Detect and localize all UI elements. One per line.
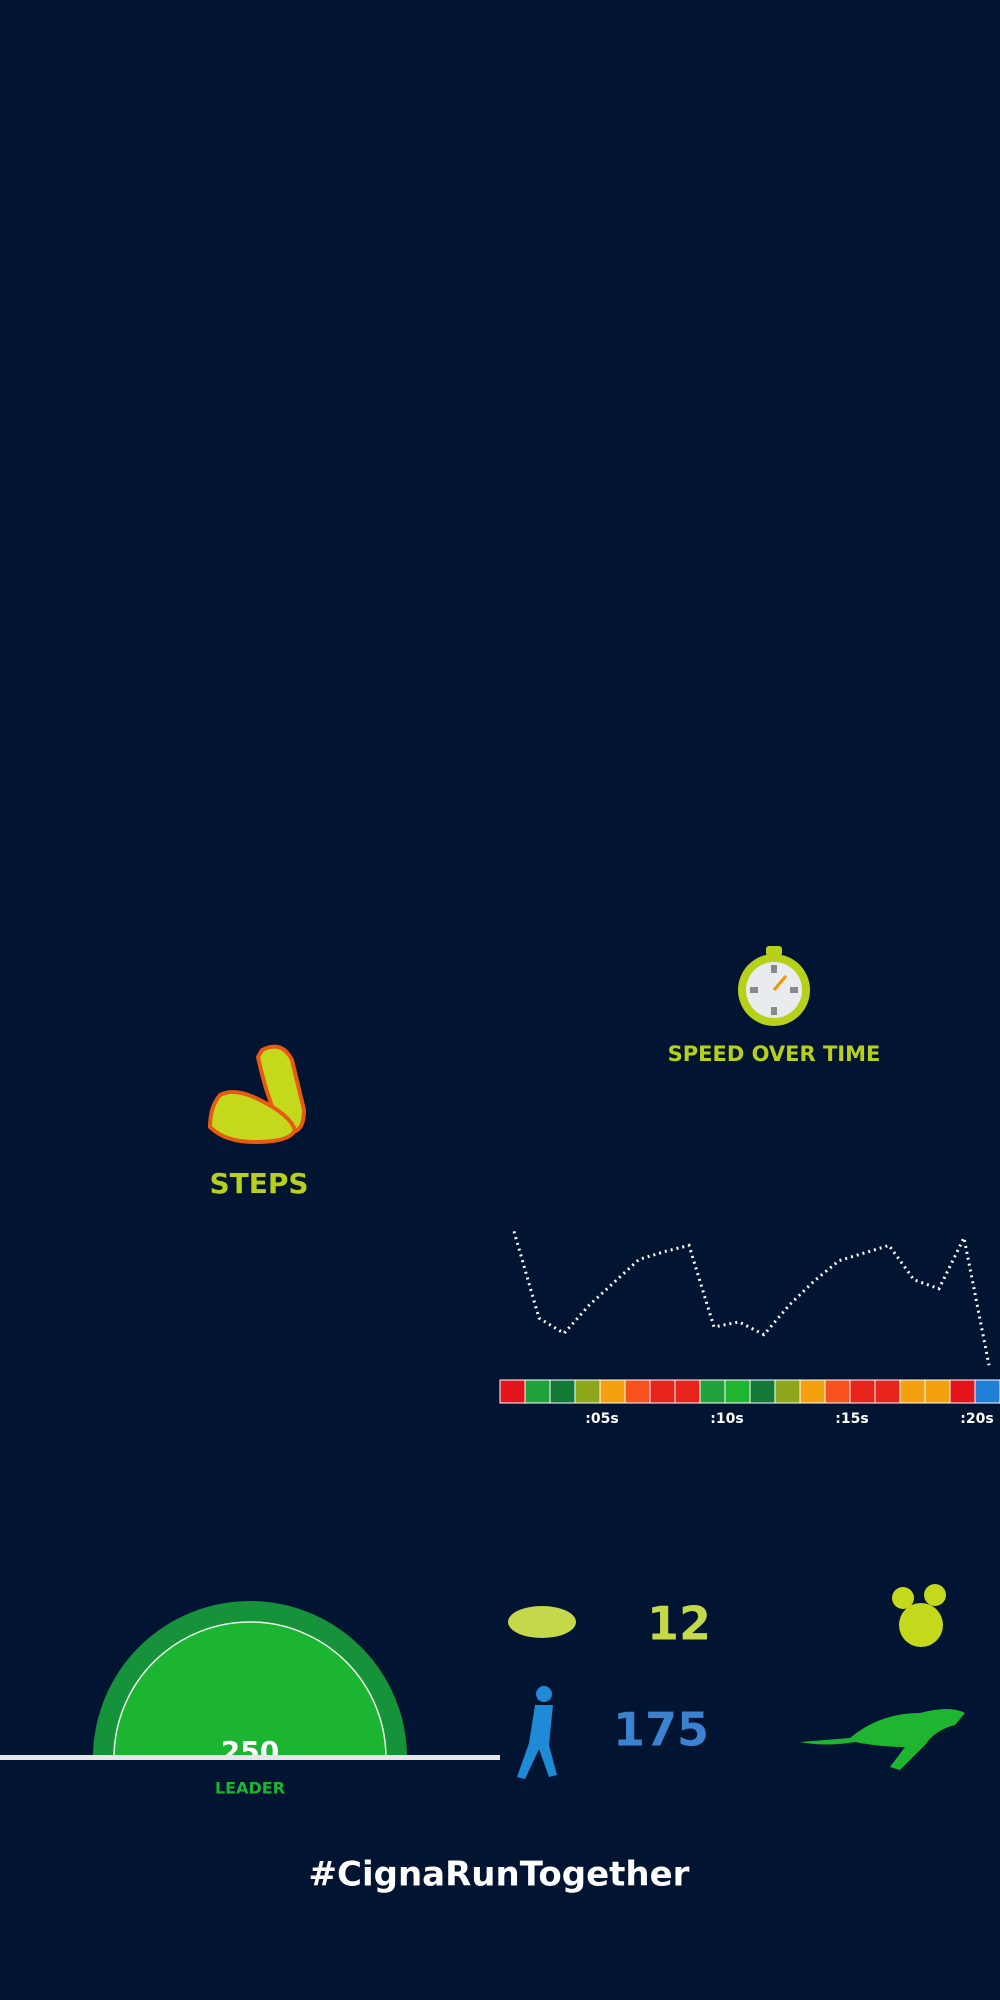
steps-title: STEPS [209, 1167, 308, 1200]
speed-cell [499, 1379, 526, 1404]
speed-cell [924, 1379, 951, 1404]
speed-cell [549, 1379, 576, 1404]
speed-cell [849, 1379, 876, 1404]
speed-cell [774, 1379, 801, 1404]
speed-cell [524, 1379, 551, 1404]
speed-cell [699, 1379, 726, 1404]
baseline [0, 1755, 500, 1760]
time-tick: :10s [710, 1411, 743, 1427]
time-tick: :05s [585, 1411, 618, 1427]
speed-cell [824, 1379, 851, 1404]
turtle-icon [508, 1606, 576, 1638]
speed-cell [974, 1379, 1000, 1404]
speed-cell [724, 1379, 751, 1404]
speed-cell [874, 1379, 901, 1404]
hashtag: #CignaRunTogether [309, 1855, 690, 1895]
runner-icon [517, 1686, 557, 1779]
cheetah-icon [800, 1709, 965, 1770]
stopwatch-icon [738, 946, 810, 1026]
speed-cell [649, 1379, 676, 1404]
gauge-mask [0, 1758, 1000, 2000]
speed-cell [574, 1379, 601, 1404]
time-tick: :20s [960, 1411, 993, 1427]
speed-cell [949, 1379, 976, 1404]
fast-value: 175 [613, 1703, 709, 1757]
mouse-icon [892, 1584, 946, 1647]
speed-cell [674, 1379, 701, 1404]
speed-cell [624, 1379, 651, 1404]
speed-cell [599, 1379, 626, 1404]
gauge-label: LEADER [215, 1779, 285, 1798]
time-tick: :15s [835, 1411, 868, 1427]
shoes-icon [207, 1044, 307, 1145]
speed-title: SPEED OVER TIME [668, 1042, 881, 1066]
speed-cell [799, 1379, 826, 1404]
speed-line [512, 1230, 991, 1366]
speed-cell [749, 1379, 776, 1404]
slow-value: 12 [647, 1597, 711, 1651]
speed-cell [899, 1379, 926, 1404]
